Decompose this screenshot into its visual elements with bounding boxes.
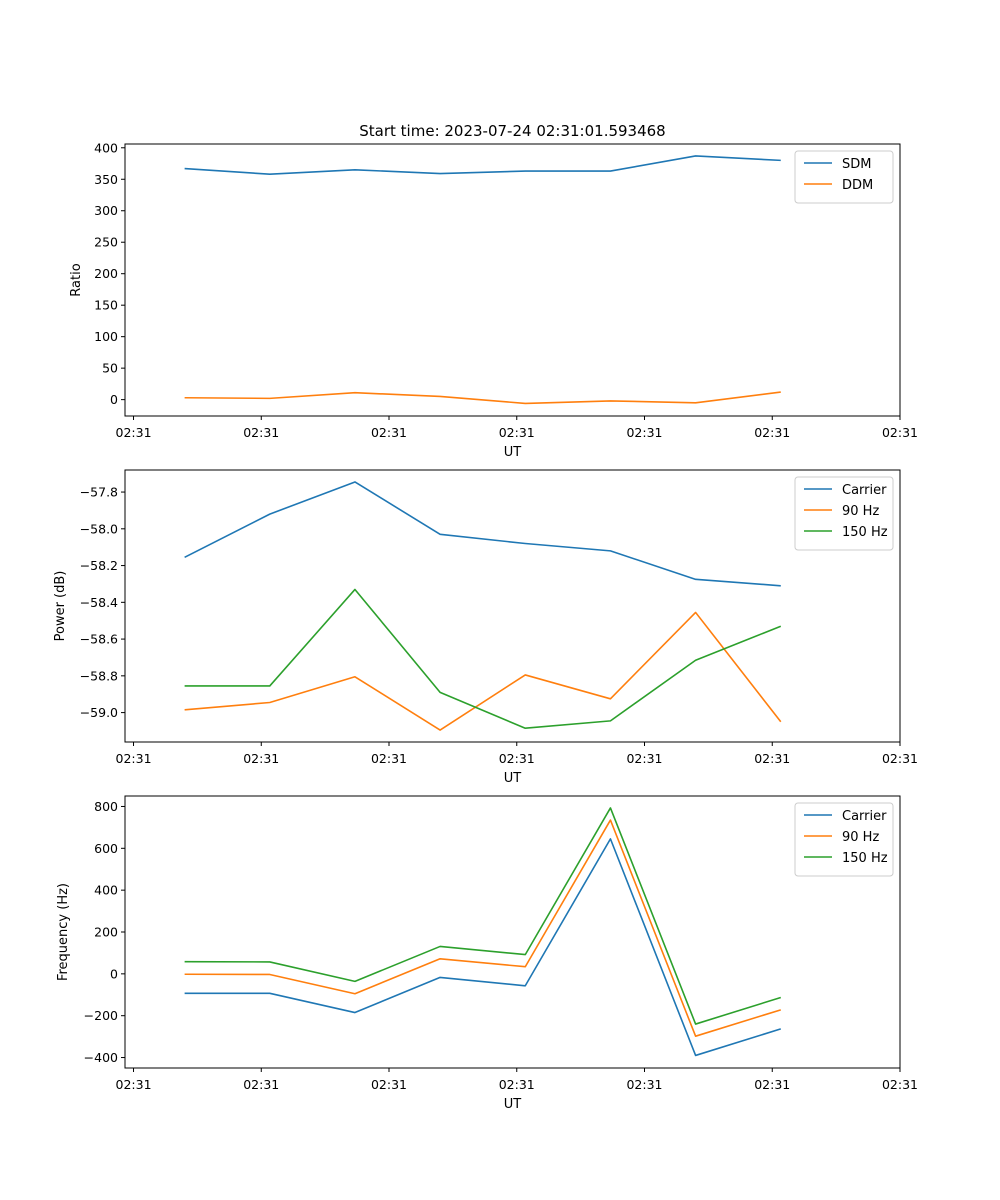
frequency-xtick-label: 02:31 (882, 1077, 918, 1092)
power-xtick-label: 02:31 (499, 751, 535, 766)
power-xtick-label: 02:31 (116, 751, 152, 766)
ratio-xtick-label: 02:31 (116, 425, 152, 440)
ratio-ytick-label: 150 (94, 298, 118, 313)
frequency-xtick-label: 02:31 (626, 1077, 662, 1092)
power-ytick-label: −58.0 (80, 521, 118, 536)
ratio-subplot: Ratio UT 0 50 100 150 200 250 300 350 400 02:31 02… (69, 140, 918, 460)
frequency-xlabel: UT (504, 1097, 522, 1112)
power-axes-frame (124, 469, 901, 743)
ratio-ylabel: Ratio (69, 263, 84, 296)
frequency-ytick-label: 0 (110, 966, 118, 981)
ratio-series-sdm-line (184, 155, 781, 176)
ratio-xtick-label: 02:31 (499, 425, 535, 440)
power-xtick-label: 02:31 (754, 751, 790, 766)
power-subplot: Power (dB) UT −59.0 −58.8 −58.6 −58.4 −58.2 −… (53, 469, 918, 786)
power-ytick-label: −58.2 (80, 558, 118, 573)
power-legend-label: 150 Hz (842, 525, 888, 540)
power-series-carrier-line (184, 481, 781, 587)
power-ytick-label: −58.8 (80, 668, 118, 683)
power-ytick-label: −59.0 (80, 705, 118, 720)
power-ylabel: Power (dB) (53, 571, 68, 642)
ratio-ytick-label: 50 (102, 361, 118, 376)
frequency-ytick-label: 600 (94, 841, 118, 856)
frequency-axes-frame (124, 795, 901, 1069)
ratio-legend (794, 150, 894, 204)
ratio-ytick-label: 300 (94, 203, 118, 218)
power-series-150-hz-line (184, 588, 782, 730)
frequency-xtick-label: 02:31 (754, 1077, 790, 1092)
frequency-legend-label: 90 Hz (842, 830, 879, 845)
frequency-xtick-label: 02:31 (499, 1077, 535, 1092)
frequency-xtick-label: 02:31 (116, 1077, 152, 1092)
power-xtick-label: 02:31 (371, 751, 407, 766)
power-xlabel: UT (504, 771, 522, 786)
ratio-ytick-label: 350 (94, 172, 118, 187)
ratio-xtick-label: 02:31 (754, 425, 790, 440)
ratio-legend-label: DDM (842, 178, 873, 193)
frequency-ytick-label: −400 (84, 1050, 118, 1065)
frequency-ytick-label: 200 (94, 925, 118, 940)
figure-title: Start time: 2023-07-24 02:31:01.593468 (359, 122, 665, 140)
frequency-series-carrier-line (184, 838, 782, 1057)
frequency-ytick-label: 400 (94, 883, 118, 898)
power-series-90-hz-line (184, 611, 782, 731)
ratio-ytick-label: 250 (94, 235, 118, 250)
ratio-series-ddm-line (184, 391, 781, 405)
ratio-xtick-label: 02:31 (626, 425, 662, 440)
frequency-ylabel: Frequency (Hz) (56, 883, 71, 981)
ratio-xlabel: UT (504, 445, 522, 460)
power-xtick-label: 02:31 (882, 751, 918, 766)
frequency-legend-label: 150 Hz (842, 851, 888, 866)
frequency-ytick-label: −200 (84, 1008, 118, 1023)
power-legend-label: 90 Hz (842, 504, 879, 519)
ratio-xtick-label: 02:31 (882, 425, 918, 440)
frequency-xtick-label: 02:31 (243, 1077, 279, 1092)
ratio-ytick-label: 0 (110, 392, 118, 407)
power-ytick-label: −58.6 (80, 632, 118, 647)
ratio-ytick-label: 100 (94, 329, 118, 344)
frequency-ytick-label: 800 (94, 799, 118, 814)
ratio-xtick-label: 02:31 (243, 425, 279, 440)
power-ytick-label: −57.8 (80, 485, 118, 500)
ratio-axes-frame (124, 143, 901, 417)
frequency-xtick-label: 02:31 (371, 1077, 407, 1092)
power-ytick-label: −58.4 (80, 595, 118, 610)
ratio-ytick-label: 400 (94, 140, 118, 155)
power-xtick-label: 02:31 (626, 751, 662, 766)
frequency-legend-label: Carrier (842, 809, 887, 824)
ratio-legend-label: SDM (842, 157, 871, 172)
ratio-ytick-label: 200 (94, 266, 118, 281)
frequency-series-150-hz-line (184, 807, 782, 1025)
power-xtick-label: 02:31 (243, 751, 279, 766)
power-legend-label: Carrier (842, 483, 887, 498)
ratio-xtick-label: 02:31 (371, 425, 407, 440)
frequency-subplot: Frequency (Hz) UT −400 −200 0 200 400 600 800 0… (56, 795, 918, 1112)
frequency-series-90-hz-line (184, 819, 782, 1037)
